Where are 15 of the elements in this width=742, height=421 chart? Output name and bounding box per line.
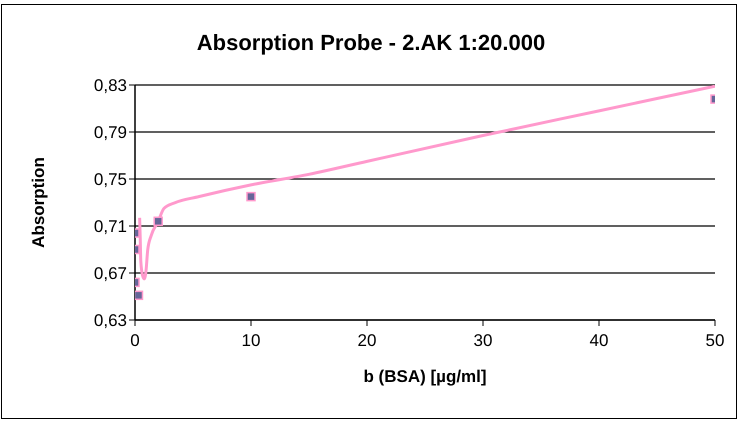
x-tick-label: 50 [706, 331, 724, 350]
y-tick-label: 0,63 [94, 311, 127, 330]
y-tick-label: 0,79 [94, 123, 127, 142]
x-axis-title: b (BSA) [µg/ml] [363, 367, 487, 386]
y-tick-label: 0,83 [94, 76, 127, 96]
x-tick-label: 30 [474, 331, 492, 350]
x-tick-label: 20 [358, 331, 376, 350]
y-tick-label: 0,71 [94, 217, 127, 236]
x-tick-label: 10 [242, 331, 260, 350]
x-tick-label: 40 [590, 331, 608, 350]
y-tick-label: 0,67 [94, 264, 127, 284]
x-tick-label: 0 [130, 331, 140, 350]
y-axis-title: Absorption [29, 157, 48, 248]
chart-title: Absorption Probe - 2.AK 1:20.000 [196, 30, 546, 56]
y-tick-label: 0,75 [94, 170, 127, 190]
